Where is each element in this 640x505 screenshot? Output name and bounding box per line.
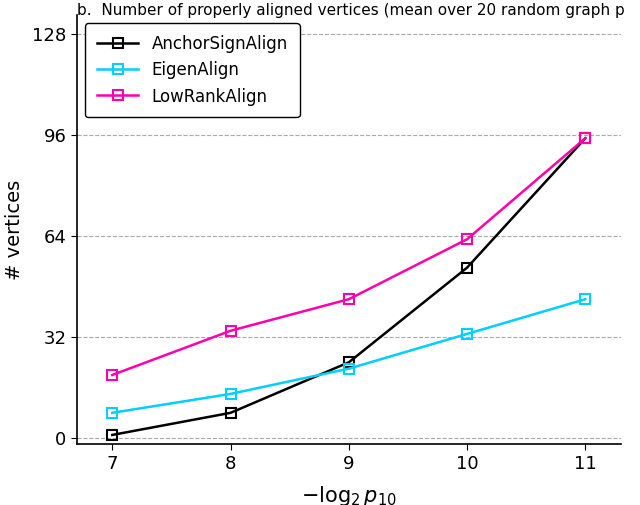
AnchorSignAlign: [582, 135, 589, 141]
AnchorSignAlign: [463, 265, 471, 271]
AnchorSignAlign: [108, 432, 116, 438]
LowRankAlign: [345, 296, 353, 302]
EigenAlign: [345, 366, 353, 372]
LowRankAlign: [227, 328, 234, 334]
LowRankAlign: [108, 372, 116, 378]
LowRankAlign: [582, 135, 589, 141]
Line: LowRankAlign: LowRankAlign: [108, 133, 590, 380]
EigenAlign: [463, 331, 471, 337]
LowRankAlign: [463, 236, 471, 242]
EigenAlign: [108, 410, 116, 416]
EigenAlign: [227, 391, 234, 397]
X-axis label: $-\log_2 p_{10}$: $-\log_2 p_{10}$: [301, 484, 397, 505]
Legend: AnchorSignAlign, EigenAlign, LowRankAlign: AnchorSignAlign, EigenAlign, LowRankAlig…: [85, 24, 300, 118]
Y-axis label: # vertices: # vertices: [4, 180, 24, 280]
AnchorSignAlign: [345, 360, 353, 366]
EigenAlign: [582, 296, 589, 302]
Line: AnchorSignAlign: AnchorSignAlign: [108, 133, 590, 440]
Text: b.  Number of properly aligned vertices (mean over 20 random graph p: b. Number of properly aligned vertices (…: [77, 3, 625, 18]
Line: EigenAlign: EigenAlign: [108, 294, 590, 418]
AnchorSignAlign: [227, 410, 234, 416]
